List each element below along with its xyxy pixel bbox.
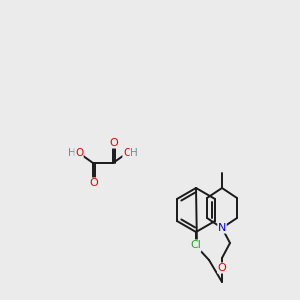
Text: O: O bbox=[218, 263, 226, 273]
Text: S: S bbox=[194, 242, 201, 252]
Text: O: O bbox=[75, 148, 83, 158]
Text: O: O bbox=[90, 178, 98, 188]
Text: Cl: Cl bbox=[190, 240, 201, 250]
Text: O: O bbox=[110, 138, 118, 148]
Text: N: N bbox=[218, 223, 226, 233]
Text: H: H bbox=[130, 148, 138, 158]
Text: H: H bbox=[68, 148, 76, 158]
Text: O: O bbox=[123, 148, 131, 158]
